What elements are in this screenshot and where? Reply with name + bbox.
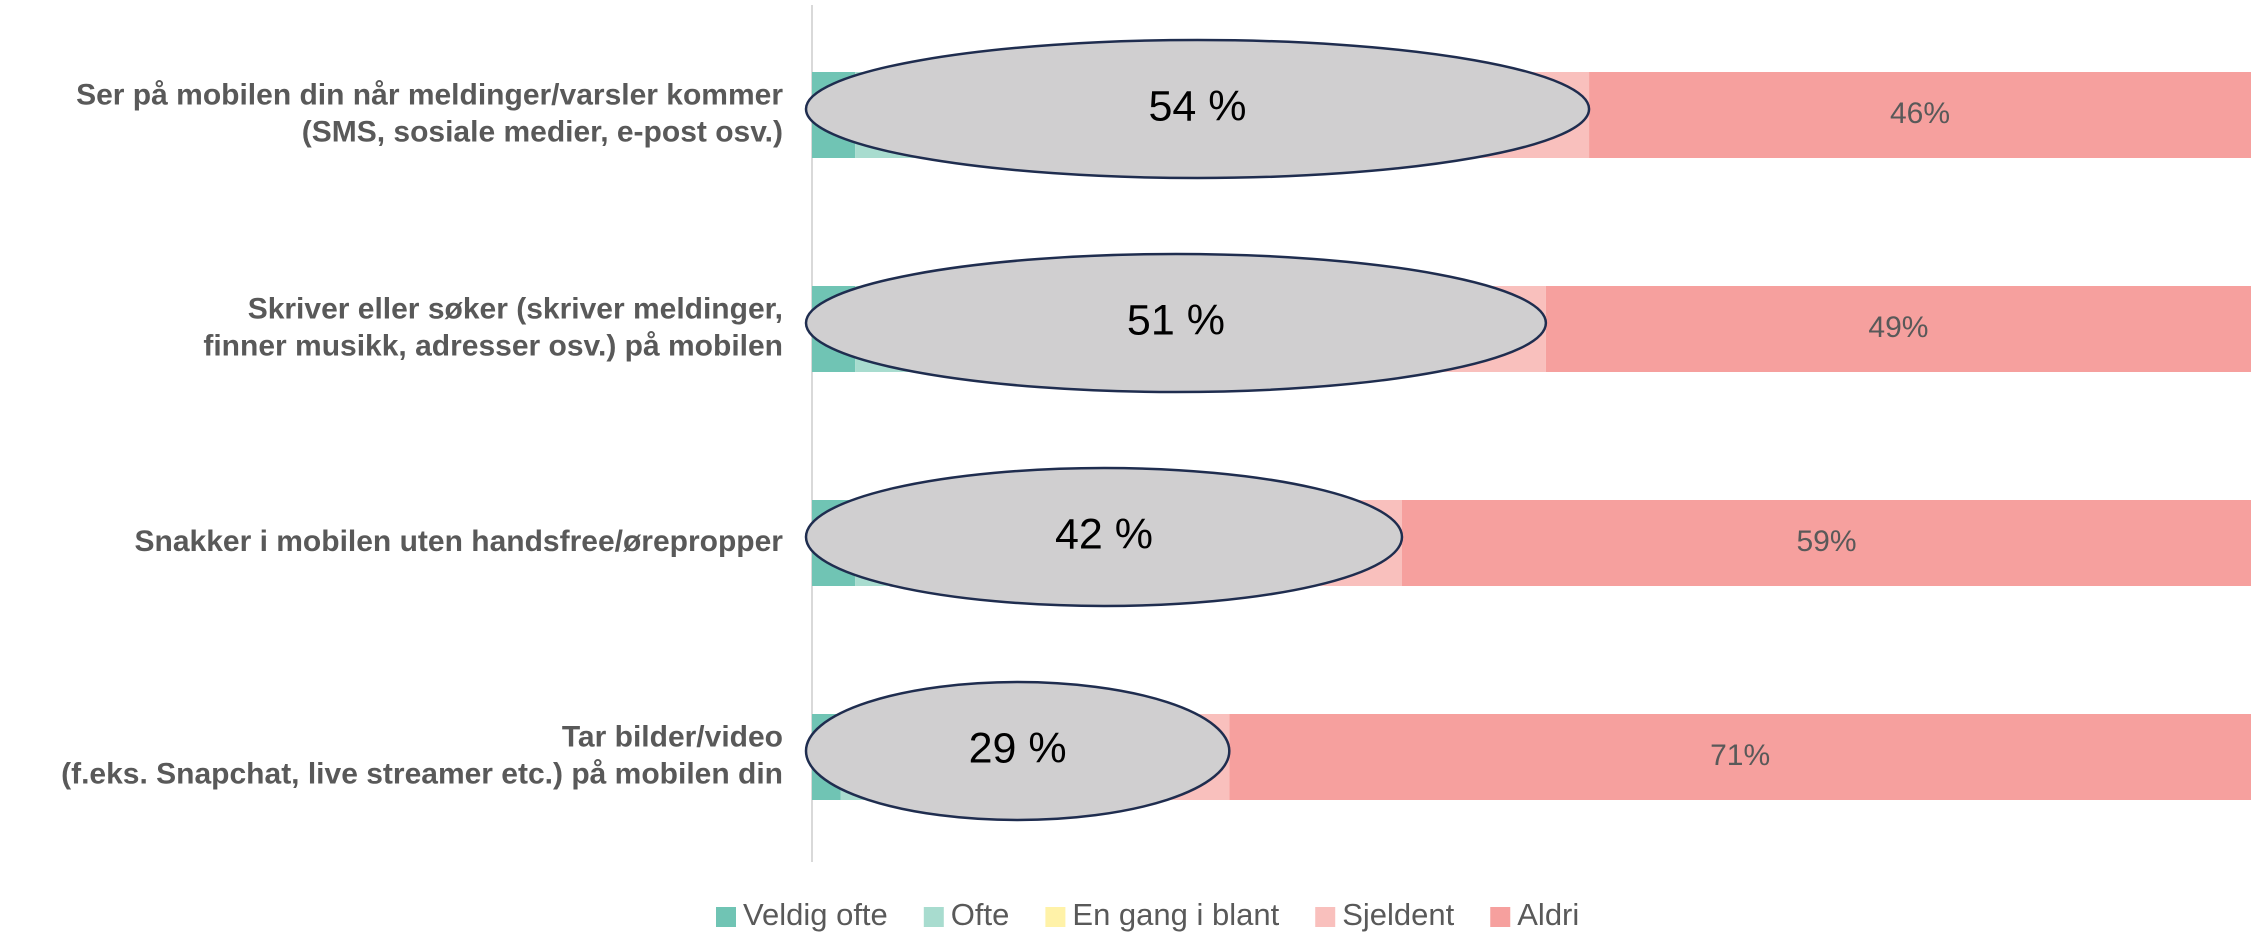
legend-label: Veldig ofte — [743, 897, 888, 932]
bar-segment — [1401, 500, 2251, 586]
category-label: Snakker i mobilen uten handsfree/øreprop… — [135, 525, 784, 558]
value-label: 71% — [1710, 739, 1770, 772]
highlight-ellipse — [804, 38, 1591, 180]
bar-segment — [1229, 714, 2251, 800]
annotation: 51 % — [1127, 296, 1225, 344]
legend-label: Ofte — [951, 897, 1010, 932]
highlight-ellipse — [804, 466, 1404, 608]
bar-segment — [1545, 286, 2251, 372]
legend-swatch — [1315, 907, 1336, 927]
legend-swatch — [923, 907, 944, 927]
category-label: Skriver eller søker (skriver meldinger, f… — [203, 292, 783, 362]
category-label: Tar bilder/video (f.eks. Snapchat, live s… — [61, 720, 783, 790]
legend-swatch — [1045, 907, 1066, 927]
legend-label: Aldri — [1517, 897, 1579, 932]
value-label: 49% — [1868, 311, 1928, 344]
category-label: Ser på mobilen din når meldinger/varsler… — [76, 78, 783, 148]
highlight-ellipse — [804, 252, 1548, 394]
annotation: 42 % — [1055, 510, 1153, 558]
value-label: 46% — [1890, 97, 1950, 130]
legend-label: Sjeldent — [1342, 897, 1454, 932]
annotation: 29 % — [969, 724, 1067, 772]
bar-segment — [1589, 72, 2251, 158]
value-label: 59% — [1796, 525, 1856, 558]
annotation: 54 % — [1149, 82, 1247, 130]
legend-swatch — [1490, 907, 1511, 927]
legend-swatch — [716, 907, 736, 927]
highlight-ellipse — [804, 680, 1231, 822]
legend-label: En gang i blant — [1072, 897, 1279, 932]
